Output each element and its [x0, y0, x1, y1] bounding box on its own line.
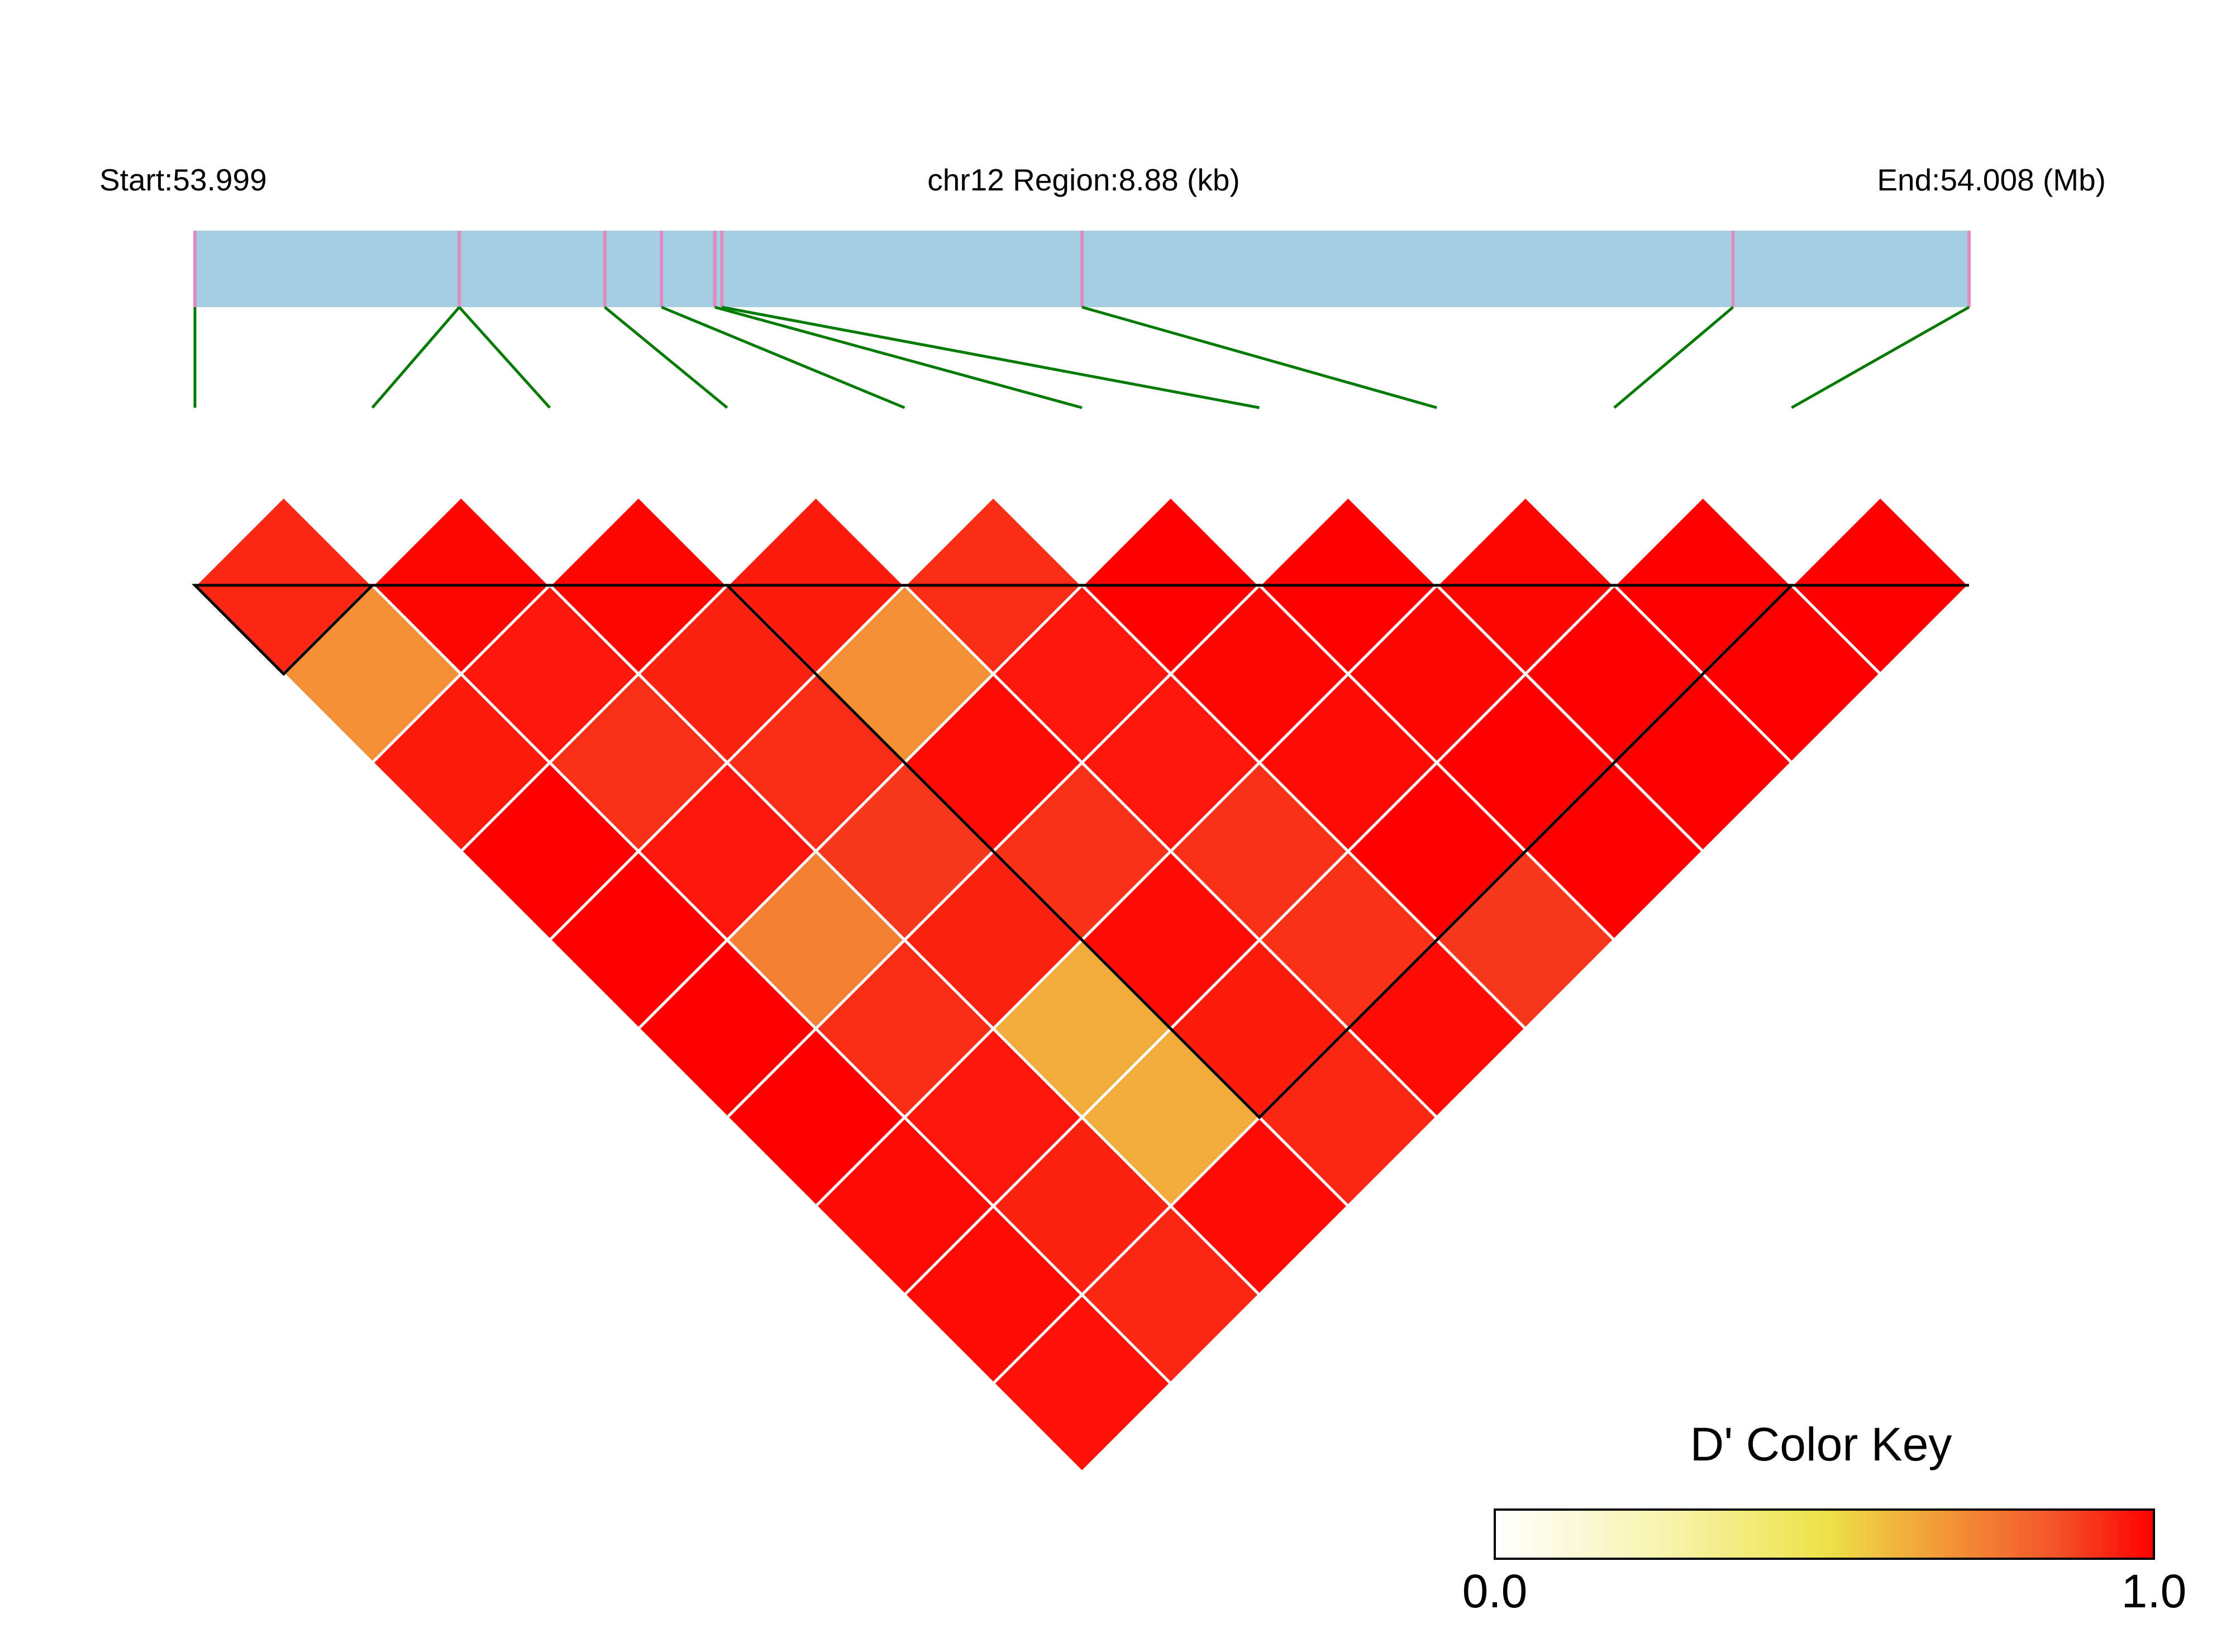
snp-connector-line	[458, 306, 551, 409]
region-track	[193, 231, 1971, 307]
snp-connector-line	[1613, 306, 1734, 409]
snp-connector-line	[371, 306, 461, 409]
start-label: Start:53.999	[99, 163, 267, 197]
snp-connectors	[195, 305, 1970, 409]
ld-cells	[193, 494, 1971, 1474]
snp-connector-line	[1791, 305, 1970, 409]
color-key-min-label: 0.0	[1462, 1565, 1528, 1617]
snp-connector-line	[661, 305, 905, 409]
color-key-gradient-bar	[1494, 1508, 2155, 1560]
color-key-title: D' Color Key	[1690, 1418, 1952, 1470]
region-label: chr12 Region:8.88 (kb)	[927, 163, 1240, 197]
color-key: D' Color Key 0.0 1.0	[1462, 1418, 2187, 1617]
end-label: End:54.008 (Mb)	[1877, 163, 2106, 197]
ld-cell	[991, 1292, 1173, 1474]
snp-connector-line	[714, 305, 1083, 409]
color-key-max-label: 1.0	[2122, 1565, 2187, 1617]
snp-connector-line	[721, 305, 1260, 409]
haplotype-blocks	[191, 584, 1969, 1120]
snp-connector-line	[604, 306, 728, 409]
snp-connector-line	[1081, 305, 1437, 409]
